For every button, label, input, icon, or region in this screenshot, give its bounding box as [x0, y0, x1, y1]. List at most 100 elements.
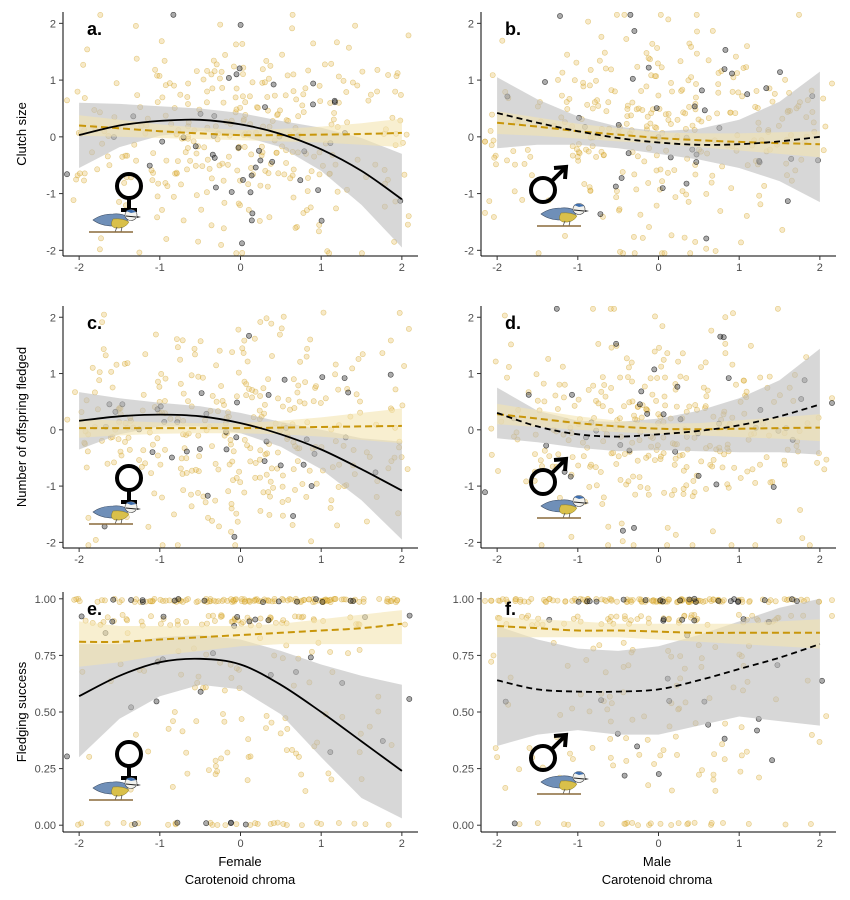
y-axis-title: Fledging success [14, 661, 29, 762]
x-tick-label: -1 [573, 838, 583, 850]
data-point-group-a [278, 325, 285, 332]
data-point-group-a [782, 821, 789, 828]
data-point-group-a [741, 377, 747, 384]
data-point-group-a [738, 724, 745, 731]
data-point-group-a [601, 597, 608, 603]
data-point-group-b [777, 69, 783, 75]
data-point-group-a [246, 598, 253, 605]
data-point-group-a [735, 89, 742, 96]
data-point-group-a [217, 21, 224, 28]
data-point-group-a [185, 101, 191, 107]
data-point-group-a [72, 389, 78, 395]
data-point-group-b [307, 654, 314, 661]
data-point-group-a [748, 342, 754, 349]
data-point-group-b [634, 743, 640, 750]
data-point-group-a [517, 596, 524, 603]
data-point-group-a [328, 497, 335, 504]
data-point-group-a [565, 821, 571, 828]
data-point-group-a [715, 89, 722, 96]
data-point-group-a [279, 51, 285, 58]
data-point-group-a [393, 73, 400, 79]
data-point-group-a [574, 153, 581, 160]
data-point-group-a [332, 596, 338, 602]
data-point-group-a [652, 457, 658, 463]
y-tick-label: 0 [50, 425, 56, 437]
data-point-group-a [147, 598, 153, 604]
data-point-group-a [799, 535, 806, 541]
data-point-group-a [290, 376, 297, 383]
data-point-group-a [263, 725, 269, 731]
data-point-group-a [727, 109, 734, 116]
data-point-group-a [344, 119, 350, 126]
data-point-group-a [207, 596, 214, 602]
fit-line-group-b [78, 118, 403, 201]
data-point-group-a [629, 378, 635, 385]
data-point-group-a [650, 597, 657, 604]
data-point-group-a [221, 718, 228, 725]
data-point-group-a [737, 768, 744, 775]
data-point-group-a [683, 191, 690, 198]
data-point-group-a [593, 77, 599, 84]
data-point-group-a [672, 531, 679, 538]
panel-d: -2 -1 0 1 2 -2 -1 0 1 2 d. [464, 306, 836, 566]
data-point-group-a [664, 524, 671, 531]
data-point-group-a [607, 736, 614, 742]
data-point-group-a [689, 493, 696, 500]
data-point-group-a [569, 454, 576, 460]
data-point-group-a [798, 596, 805, 603]
data-point-group-a [298, 771, 305, 778]
data-point-group-a [312, 384, 318, 391]
data-point-group-b [257, 157, 264, 164]
data-point-group-a [693, 81, 699, 87]
data-point-group-a [296, 398, 303, 405]
data-point-group-a [587, 82, 593, 89]
data-point-group-a [559, 363, 566, 370]
x-tick-label: 0 [655, 262, 661, 274]
data-point-group-a [148, 470, 154, 476]
data-point-group-a [645, 491, 652, 498]
data-point-group-b [629, 75, 636, 82]
data-point-group-a [657, 752, 664, 759]
data-point-group-b [128, 597, 134, 603]
data-point-group-a [525, 598, 532, 605]
data-point-group-a [566, 96, 573, 102]
data-point-group-a [669, 88, 675, 95]
data-point-group-a [171, 709, 178, 715]
data-point-group-a [212, 497, 219, 504]
data-point-group-a [162, 82, 169, 89]
data-point-group-a [703, 245, 710, 252]
data-point-group-a [580, 453, 587, 460]
data-point-group-b [657, 597, 664, 604]
data-point-group-a [195, 489, 201, 496]
data-point-group-a [302, 788, 309, 794]
data-point-group-a [218, 68, 225, 75]
data-point-group-a [712, 248, 719, 254]
data-point-group-a [356, 598, 363, 605]
fit-line-group-a [497, 625, 820, 634]
data-point-group-a [658, 453, 664, 460]
data-point-group-a [592, 464, 599, 471]
data-point-group-a [184, 145, 191, 151]
data-point-group-a [767, 479, 774, 486]
data-point-group-a [577, 595, 584, 602]
data-point-group-b [277, 462, 284, 469]
data-point-group-a [228, 505, 235, 512]
y-tick-label: 0.50 [453, 707, 474, 719]
data-point-group-a [600, 152, 607, 159]
data-point-group-a [703, 393, 710, 400]
fit-line-group-b [79, 413, 403, 492]
data-point-group-a [181, 445, 188, 452]
data-point-group-a [233, 106, 240, 113]
data-point-group-a [217, 613, 224, 620]
data-point-group-a [376, 596, 383, 602]
data-point-group-a [733, 381, 739, 388]
data-point-group-b [721, 66, 728, 72]
data-point-group-a [330, 116, 337, 123]
data-point-group-a [657, 820, 664, 827]
data-point-group-a [374, 88, 380, 95]
data-point-group-a [220, 711, 226, 717]
data-point-group-b [171, 597, 178, 604]
data-point-group-a [267, 62, 274, 69]
data-point-group-a [681, 234, 688, 241]
data-point-group-b [829, 400, 835, 406]
